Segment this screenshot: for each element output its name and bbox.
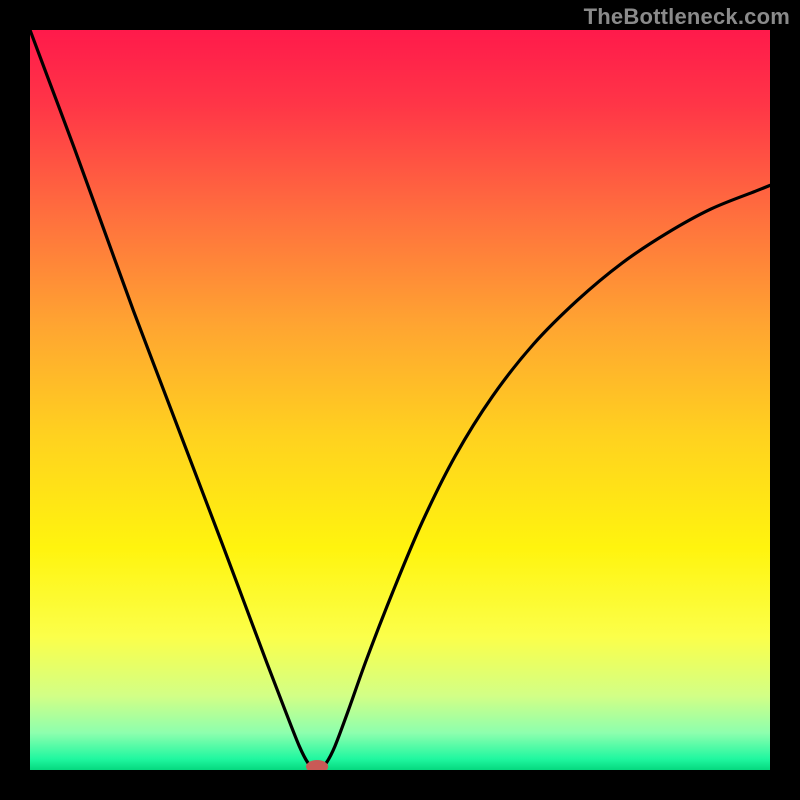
bottleneck-curve-chart	[30, 30, 770, 770]
watermark-text: TheBottleneck.com	[584, 4, 790, 30]
gradient-background	[30, 30, 770, 770]
chart-container: TheBottleneck.com	[0, 0, 800, 800]
